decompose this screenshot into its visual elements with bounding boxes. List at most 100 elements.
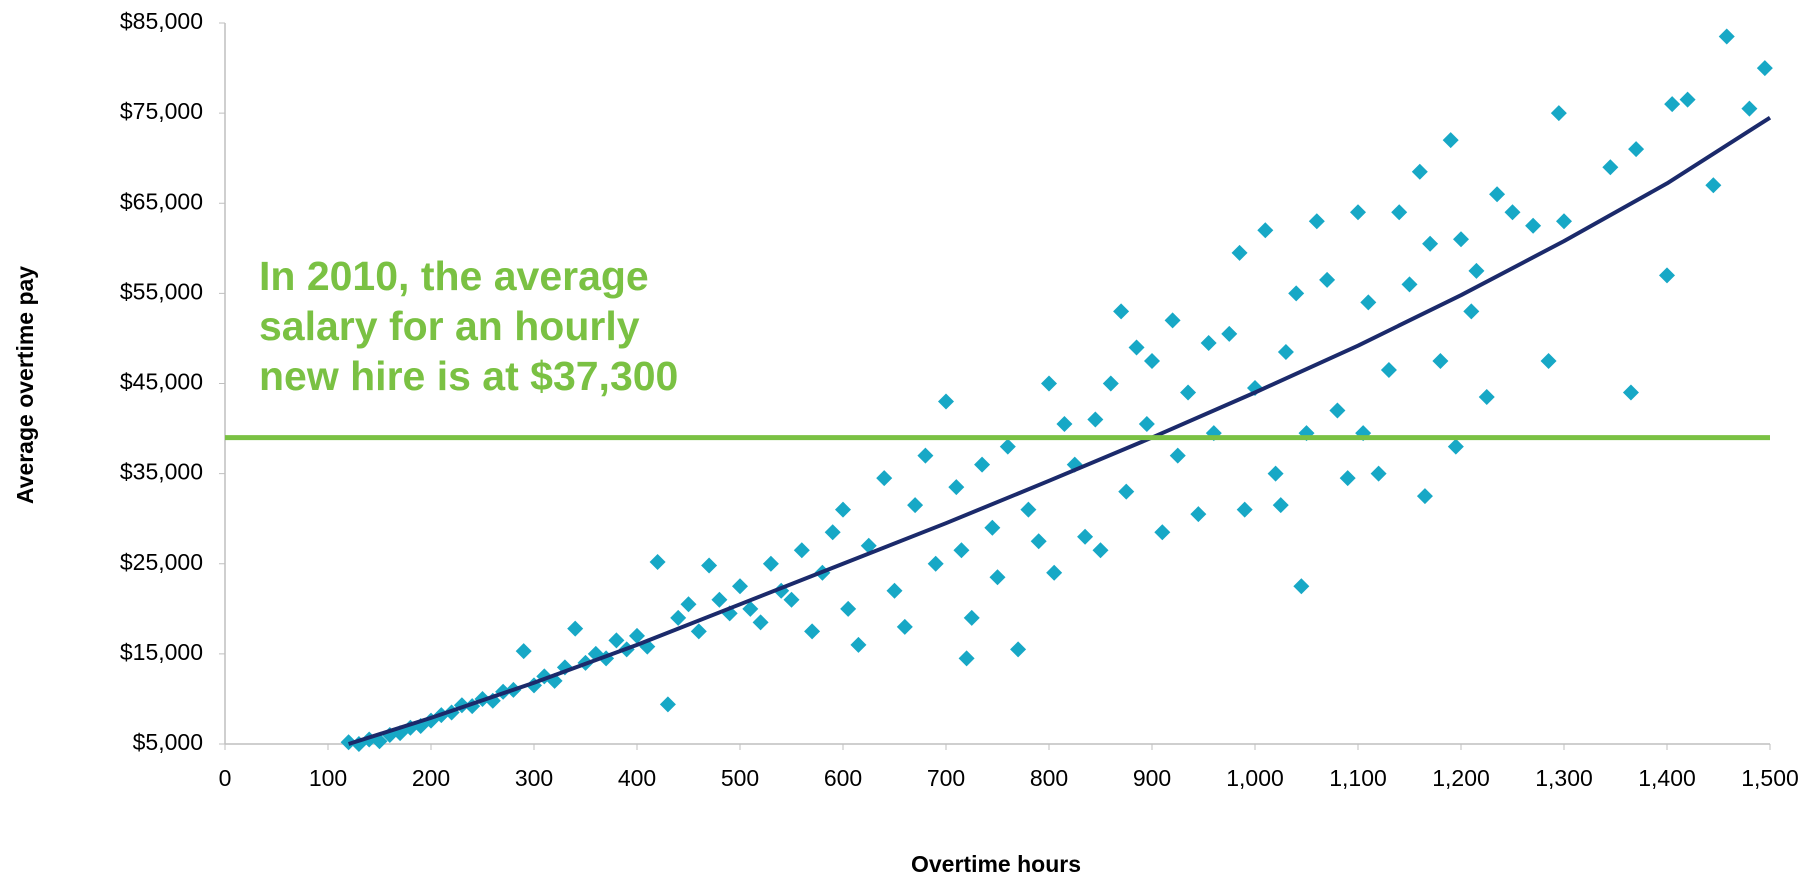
data-point <box>824 524 841 541</box>
data-point <box>1422 235 1439 252</box>
data-point <box>1741 100 1758 117</box>
data-point <box>732 578 748 595</box>
data-point <box>659 696 676 713</box>
annotation: new hire is at $37,300 <box>259 353 678 399</box>
data-point <box>711 591 728 608</box>
x-tick-label: 900 <box>1133 765 1171 791</box>
data-point <box>938 393 954 410</box>
data-point <box>1092 542 1109 559</box>
data-point <box>927 555 944 572</box>
data-point <box>1221 325 1238 342</box>
data-point <box>1468 262 1485 279</box>
data-point <box>1118 483 1135 500</box>
x-tick-label: 400 <box>618 765 656 791</box>
x-tick-label: 0 <box>219 765 232 791</box>
y-tick-label: $85,000 <box>120 8 203 34</box>
data-point <box>835 501 851 518</box>
data-point <box>1411 163 1428 180</box>
data-point <box>1236 501 1253 518</box>
data-point <box>1432 352 1449 369</box>
y-axis-title: Average overtime pay <box>12 266 38 504</box>
y-tick-label: $45,000 <box>120 369 203 395</box>
data-point <box>953 542 970 559</box>
x-tick-label: 1,300 <box>1535 765 1593 791</box>
data-point <box>1556 213 1572 230</box>
data-point <box>1380 361 1397 378</box>
data-point <box>1525 217 1542 234</box>
data-point <box>1154 524 1171 541</box>
data-point <box>1416 488 1433 505</box>
data-point <box>1293 578 1310 595</box>
data-point <box>783 591 800 608</box>
x-tick-label: 300 <box>515 765 553 791</box>
x-tick-label: 1,200 <box>1432 765 1490 791</box>
data-point <box>1030 533 1047 550</box>
data-point <box>1447 438 1464 455</box>
data-point <box>1550 105 1567 122</box>
data-point <box>1679 91 1696 108</box>
data-point <box>1659 267 1675 284</box>
x-tick-label: 1,500 <box>1741 765 1799 791</box>
data-point <box>1401 276 1418 293</box>
data-point <box>1277 343 1294 360</box>
y-tick-label: $35,000 <box>120 459 203 485</box>
data-point <box>896 618 913 635</box>
data-point <box>1540 352 1557 369</box>
y-tick-label: $75,000 <box>120 98 203 124</box>
data-point <box>1622 384 1639 401</box>
data-point <box>1231 244 1248 261</box>
x-tick-label: 100 <box>309 765 347 791</box>
data-point <box>1257 222 1274 239</box>
data-point <box>1164 312 1181 329</box>
data-point <box>701 557 718 574</box>
data-point <box>515 643 532 660</box>
data-point <box>1128 339 1145 356</box>
data-point <box>629 627 645 644</box>
data-point <box>1489 186 1506 203</box>
data-point <box>1010 641 1027 658</box>
x-tick-label: 500 <box>721 765 759 791</box>
x-tick-label: 600 <box>824 765 862 791</box>
x-tick-label: 800 <box>1030 765 1068 791</box>
data-point <box>690 623 707 640</box>
trend-line <box>347 115 1772 746</box>
annotation: salary for an hourly <box>259 303 640 349</box>
data-point <box>1319 271 1336 288</box>
x-tick-label: 1,400 <box>1638 765 1696 791</box>
data-point <box>1504 204 1521 221</box>
data-point <box>1718 28 1735 45</box>
data-point <box>1046 564 1063 581</box>
data-point <box>1056 416 1073 433</box>
data-point <box>742 600 759 617</box>
data-point <box>840 600 857 617</box>
annotation: In 2010, the average <box>259 253 649 299</box>
data-point <box>876 470 893 487</box>
data-point <box>1442 132 1459 149</box>
data-point <box>948 479 965 496</box>
data-point <box>886 582 903 599</box>
data-point <box>1453 231 1469 248</box>
data-point <box>1113 303 1130 320</box>
data-point <box>1360 294 1377 311</box>
data-point <box>1350 204 1366 221</box>
data-point <box>1664 96 1681 113</box>
data-point <box>680 596 697 613</box>
data-point <box>752 614 769 631</box>
data-point <box>999 438 1016 455</box>
data-point <box>1339 470 1356 487</box>
data-point <box>984 519 1001 536</box>
data-point <box>567 620 584 637</box>
data-point <box>963 609 980 626</box>
data-point <box>762 555 779 572</box>
y-tick-label: $55,000 <box>120 278 203 304</box>
data-point <box>1041 375 1057 392</box>
data-point <box>974 456 991 473</box>
data-point <box>1628 141 1645 158</box>
data-point <box>1200 334 1217 351</box>
data-point <box>1087 411 1104 428</box>
data-point <box>1138 416 1155 433</box>
data-point <box>1705 177 1722 194</box>
data-point <box>1391 204 1408 221</box>
data-point <box>793 542 810 559</box>
